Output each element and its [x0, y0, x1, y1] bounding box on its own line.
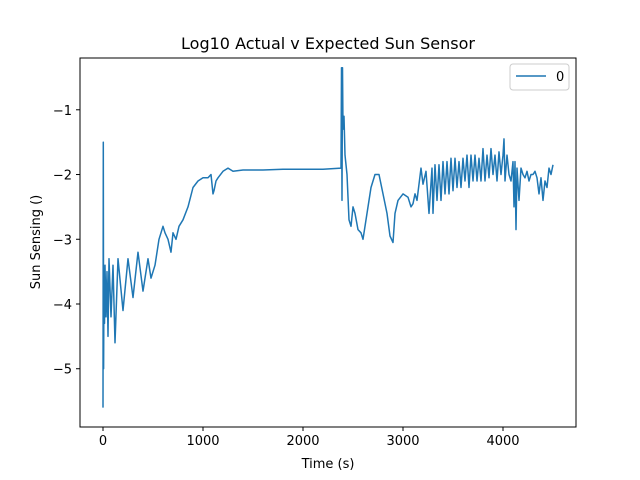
y-tick-label: −2 — [53, 169, 72, 184]
y-tick-label: −5 — [53, 363, 72, 378]
axes-frame — [79, 57, 577, 428]
x-tick-label: 1000 — [186, 434, 219, 449]
x-tick-label: 4000 — [486, 434, 519, 449]
plot-area — [102, 66, 554, 408]
legend-box — [509, 63, 570, 91]
x-axis-label: Time (s) — [301, 457, 355, 472]
chart-title: Log10 Actual v Expected Sun Sensor — [181, 34, 475, 53]
x-tick-label: 3000 — [386, 434, 419, 449]
series-line-0 — [102, 66, 554, 408]
x-tick-label: 2000 — [286, 434, 319, 449]
legend-label-0: 0 — [556, 70, 564, 85]
y-tick-label: −4 — [53, 298, 72, 313]
legend: 0 — [509, 63, 570, 91]
ticks: 0 1000 2000 3000 4000 −5 −4 −3 −2 −1 — [53, 104, 520, 449]
y-tick-label: −3 — [53, 233, 72, 248]
y-axis-label: Sun Sensing () — [29, 195, 44, 290]
x-tick-label: 0 — [99, 434, 107, 449]
y-tick-label: −1 — [53, 104, 72, 119]
